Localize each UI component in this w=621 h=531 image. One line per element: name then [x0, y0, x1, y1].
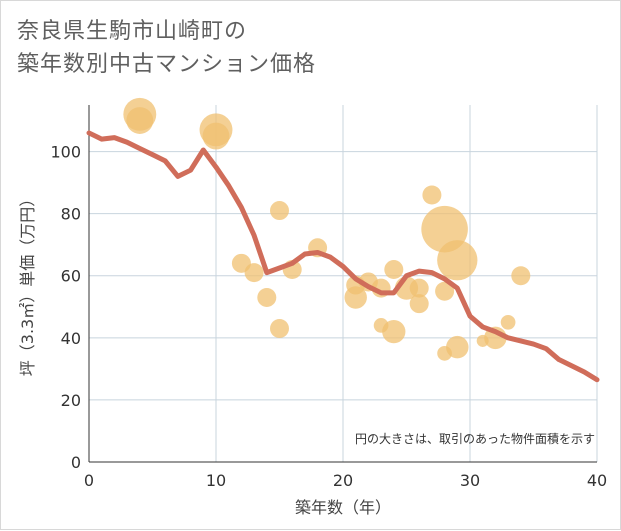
x-axis-title: 築年数（年）: [295, 498, 391, 517]
x-tick-label: 30: [460, 471, 480, 490]
y-tick-label: 100: [50, 143, 81, 162]
data-bubble: [435, 281, 455, 301]
y-tick-label: 60: [61, 267, 81, 286]
bubble-size-note: 円の大きさは、取引のあった物件面積を示す: [355, 431, 595, 446]
data-bubble: [437, 240, 478, 281]
data-bubble: [500, 314, 516, 330]
data-bubble: [409, 278, 429, 298]
y-tick-label: 0: [71, 453, 81, 472]
data-bubble: [270, 201, 289, 221]
y-tick-label: 80: [61, 205, 81, 224]
x-tick-label: 40: [587, 471, 607, 490]
y-tick-label: 20: [61, 391, 81, 410]
x-tick-label: 20: [333, 471, 353, 490]
chart-title: 奈良県生駒市山崎町の 築年数別中古マンション価格: [17, 19, 317, 77]
data-bubble: [202, 122, 230, 150]
y-tick-label: 40: [61, 329, 81, 348]
data-bubble: [270, 319, 289, 339]
data-bubble: [382, 319, 406, 344]
data-bubble: [446, 335, 469, 359]
data-bubble: [384, 260, 404, 280]
average-price-line: [86, 130, 600, 383]
x-tick-label: 10: [206, 471, 226, 490]
data-bubble: [257, 287, 277, 307]
x-tick-label: 0: [84, 471, 94, 490]
data-bubble: [511, 266, 531, 286]
data-bubble: [422, 185, 442, 205]
data-bubble: [126, 107, 154, 134]
data-bubble: [344, 286, 367, 309]
y-axis-title: 坪（3.3㎡）単価（万円）: [18, 191, 37, 376]
data-bubble: [244, 263, 264, 283]
data-bubble: [409, 294, 429, 314]
